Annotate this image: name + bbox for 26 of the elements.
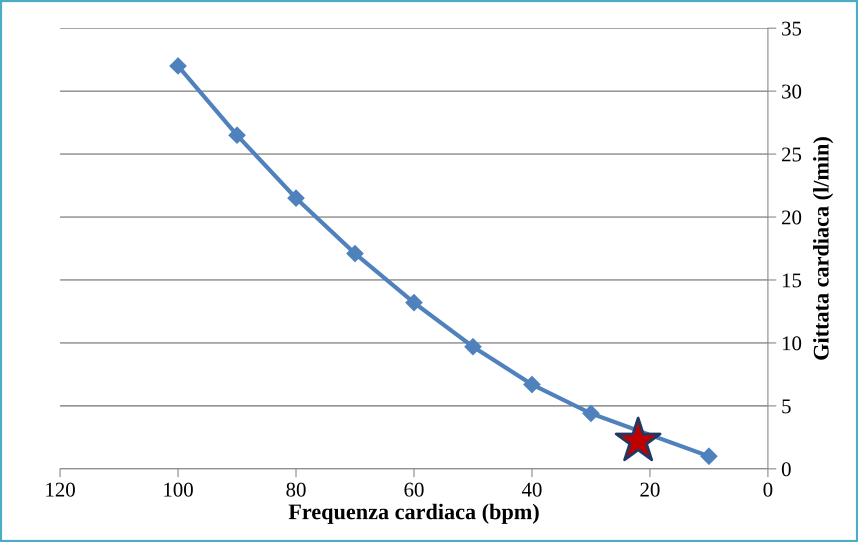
x-tick-label: 80 [286, 482, 306, 497]
y-tick-label: 35 [782, 22, 802, 36]
point [582, 404, 600, 422]
y-tick-label: 30 [782, 84, 802, 99]
x-tick-label: 0 [763, 482, 772, 497]
x-tick-label: 40 [522, 482, 542, 497]
y-axis-title: Gittata cardiaca (l/min) [813, 137, 834, 360]
point [700, 448, 718, 465]
point [523, 376, 541, 394]
point [169, 57, 187, 75]
point [464, 338, 482, 356]
point [228, 126, 246, 144]
y-tick-label: 15 [782, 273, 802, 288]
y-tick-label: 20 [782, 210, 802, 224]
y-tick-label: 0 [782, 462, 791, 476]
y-tick-label: 25 [782, 148, 802, 162]
point [287, 190, 305, 207]
y-tick-label: 5 [782, 399, 791, 414]
y-tick-label: 10 [782, 336, 802, 350]
x-tick-label: 100 [164, 482, 193, 497]
x-axis-title: Frequenza cardiaca (bpm) [288, 504, 539, 524]
point [346, 244, 364, 262]
x-tick-label: 60 [404, 482, 424, 497]
point [405, 294, 423, 312]
x-tick-label: 20 [640, 482, 660, 497]
x-tick-label: 120 [46, 482, 75, 497]
